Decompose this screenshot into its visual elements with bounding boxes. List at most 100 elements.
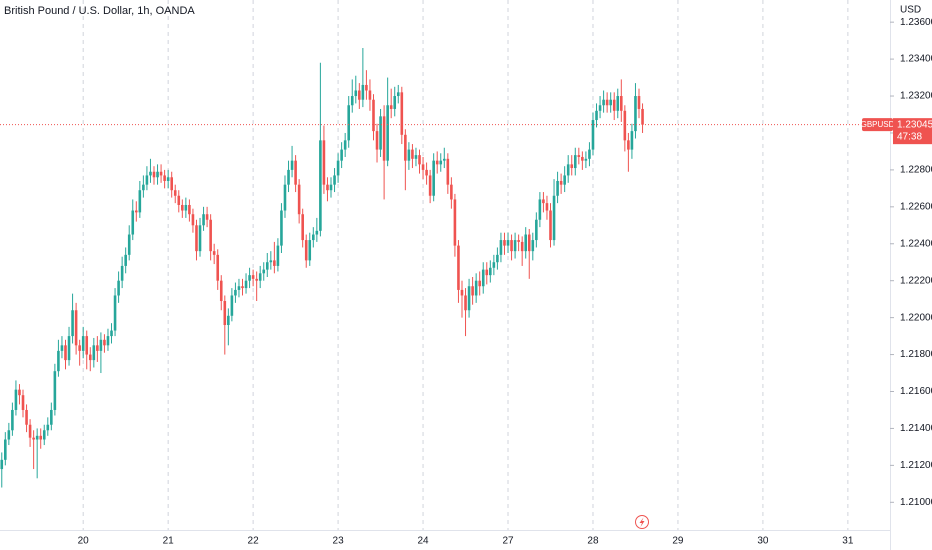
- candle-body: [577, 155, 581, 157]
- candle-body: [64, 345, 67, 361]
- candle-body: [227, 315, 230, 326]
- candle-body: [265, 262, 269, 270]
- candle-body: [559, 180, 563, 185]
- candle-body: [623, 110, 627, 141]
- candle-body: [294, 160, 297, 185]
- candle-body: [343, 140, 347, 150]
- candle-body: [11, 409, 14, 431]
- candle-body: [117, 280, 120, 296]
- candle-body: [333, 175, 336, 185]
- candle-body: [563, 175, 566, 185]
- candle-body: [92, 345, 96, 361]
- candle-body: [542, 199, 545, 204]
- y-tick-label: 1.22400: [900, 238, 932, 249]
- candle-body: [457, 245, 460, 290]
- candle-body: [616, 96, 620, 111]
- candle-body: [212, 251, 216, 255]
- candle-body: [513, 240, 517, 252]
- candle-body: [605, 99, 609, 106]
- x-tick-label: 21: [163, 536, 175, 547]
- candle-body: [322, 140, 326, 185]
- candle-body: [205, 214, 209, 220]
- candle-body: [566, 164, 570, 176]
- candle-body: [326, 184, 329, 191]
- candle-body: [570, 164, 574, 169]
- candle-body: [474, 280, 478, 296]
- candle-body: [67, 336, 71, 361]
- candle-body: [138, 190, 142, 213]
- candle-body: [46, 424, 50, 431]
- countdown-label: 47:38: [897, 131, 922, 142]
- candle-body: [71, 310, 74, 337]
- candle-body: [258, 273, 262, 281]
- candle-body: [234, 289, 237, 296]
- candle-body: [106, 336, 110, 346]
- y-tick-label: 1.23400: [900, 54, 932, 65]
- x-tick-label: 23: [333, 536, 345, 547]
- candle-body: [14, 389, 18, 410]
- candle-body: [467, 286, 471, 311]
- y-tick-label: 1.22800: [900, 165, 932, 176]
- candle-body: [471, 286, 474, 296]
- candle-body: [404, 134, 407, 161]
- candle-body: [120, 265, 124, 281]
- candle-body: [396, 92, 400, 97]
- candle-body: [446, 158, 450, 185]
- candle-body: [630, 131, 634, 150]
- candle-body: [527, 234, 531, 252]
- candle-body: [552, 195, 556, 241]
- candle-body: [460, 289, 464, 296]
- candle-body: [620, 96, 623, 111]
- y-tick-label: 1.21200: [900, 460, 932, 471]
- candle-body: [308, 240, 312, 261]
- candle-body: [379, 116, 382, 150]
- candle-body: [347, 105, 351, 141]
- candle-body: [237, 286, 241, 290]
- candle-body: [287, 169, 290, 185]
- candle-body: [545, 203, 549, 211]
- candle-body: [103, 339, 106, 346]
- lightning-icon[interactable]: [635, 515, 649, 529]
- candle-body: [389, 105, 393, 109]
- candle-body: [223, 301, 227, 326]
- candle-body: [283, 184, 287, 211]
- candle-body: [301, 214, 304, 241]
- candle-body: [35, 435, 39, 440]
- candle-body: [556, 180, 559, 196]
- candle-body: [481, 269, 485, 287]
- candle-body: [255, 278, 258, 281]
- y-tick-label: 1.21600: [900, 386, 932, 397]
- candle-body: [290, 160, 294, 170]
- candle-body: [78, 345, 81, 351]
- candle-body: [336, 160, 340, 176]
- candle-body: [202, 214, 205, 226]
- candle-body: [124, 254, 127, 266]
- candle-body: [42, 430, 46, 440]
- candle-body: [627, 140, 630, 150]
- candle-body: [435, 160, 439, 165]
- candle-body: [372, 99, 375, 132]
- candle-body: [50, 409, 53, 425]
- candle-body: [520, 241, 524, 252]
- candle-body: [414, 155, 418, 159]
- candle-body: [549, 210, 552, 241]
- candle-body: [88, 354, 92, 361]
- candle-body: [53, 371, 57, 410]
- candle-body: [531, 240, 535, 252]
- candle-body: [81, 336, 85, 351]
- candle-body: [280, 210, 283, 246]
- y-tick-label: 1.22000: [900, 312, 932, 323]
- candle-body: [361, 84, 365, 100]
- candle-body: [386, 105, 389, 161]
- candle-body: [612, 99, 616, 111]
- candle-body: [39, 435, 43, 440]
- candle-body: [407, 149, 411, 161]
- candle-body: [170, 177, 173, 191]
- candle-body: [18, 389, 21, 396]
- candle-body: [134, 210, 138, 213]
- candle-body: [595, 110, 598, 121]
- candle-body: [489, 267, 492, 276]
- candle-body: [149, 171, 152, 176]
- symbol-tag: [862, 118, 893, 132]
